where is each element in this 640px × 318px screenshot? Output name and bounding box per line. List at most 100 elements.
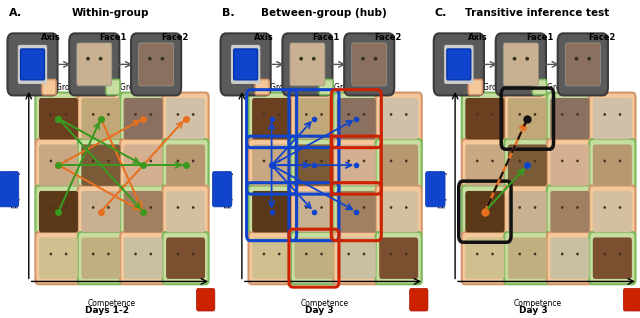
Ellipse shape bbox=[134, 160, 137, 162]
FancyBboxPatch shape bbox=[166, 144, 205, 186]
FancyBboxPatch shape bbox=[547, 139, 593, 191]
Ellipse shape bbox=[492, 252, 494, 255]
Ellipse shape bbox=[262, 252, 265, 255]
FancyBboxPatch shape bbox=[376, 185, 422, 238]
Text: Between-group (hub): Between-group (hub) bbox=[261, 8, 387, 18]
FancyBboxPatch shape bbox=[504, 185, 550, 238]
FancyBboxPatch shape bbox=[376, 139, 422, 191]
FancyBboxPatch shape bbox=[139, 43, 173, 86]
Ellipse shape bbox=[534, 206, 536, 209]
FancyBboxPatch shape bbox=[282, 33, 332, 95]
FancyBboxPatch shape bbox=[589, 232, 636, 284]
FancyBboxPatch shape bbox=[593, 238, 632, 279]
FancyBboxPatch shape bbox=[18, 45, 47, 84]
Ellipse shape bbox=[320, 252, 323, 255]
Text: Day 3: Day 3 bbox=[305, 306, 334, 315]
Ellipse shape bbox=[92, 206, 95, 209]
FancyBboxPatch shape bbox=[196, 288, 215, 311]
FancyBboxPatch shape bbox=[35, 93, 81, 145]
Text: Popularity: Popularity bbox=[438, 169, 447, 208]
FancyBboxPatch shape bbox=[163, 93, 209, 145]
Ellipse shape bbox=[177, 160, 179, 162]
FancyBboxPatch shape bbox=[166, 238, 205, 279]
Text: Competence: Competence bbox=[87, 299, 136, 308]
FancyBboxPatch shape bbox=[461, 139, 508, 191]
Text: B.: B. bbox=[221, 8, 234, 18]
Ellipse shape bbox=[604, 252, 606, 255]
Ellipse shape bbox=[150, 113, 152, 116]
FancyBboxPatch shape bbox=[81, 144, 120, 186]
Ellipse shape bbox=[177, 113, 179, 116]
FancyBboxPatch shape bbox=[163, 139, 209, 191]
Ellipse shape bbox=[49, 113, 52, 116]
Text: Competence: Competence bbox=[514, 299, 562, 308]
FancyBboxPatch shape bbox=[166, 191, 205, 232]
FancyBboxPatch shape bbox=[547, 93, 593, 145]
Ellipse shape bbox=[192, 160, 195, 162]
FancyBboxPatch shape bbox=[294, 144, 333, 186]
FancyBboxPatch shape bbox=[42, 80, 56, 95]
FancyBboxPatch shape bbox=[589, 185, 636, 238]
Ellipse shape bbox=[320, 113, 323, 116]
FancyBboxPatch shape bbox=[550, 238, 589, 279]
Ellipse shape bbox=[278, 113, 280, 116]
FancyBboxPatch shape bbox=[550, 144, 589, 186]
FancyBboxPatch shape bbox=[231, 45, 260, 84]
Ellipse shape bbox=[363, 160, 365, 162]
Ellipse shape bbox=[305, 113, 308, 116]
Ellipse shape bbox=[49, 160, 52, 162]
Ellipse shape bbox=[107, 252, 110, 255]
Text: Axis: Axis bbox=[254, 33, 274, 42]
Ellipse shape bbox=[65, 206, 67, 209]
FancyBboxPatch shape bbox=[294, 238, 333, 279]
FancyBboxPatch shape bbox=[376, 232, 422, 284]
FancyBboxPatch shape bbox=[120, 185, 166, 238]
FancyBboxPatch shape bbox=[333, 93, 380, 145]
Ellipse shape bbox=[604, 113, 606, 116]
FancyBboxPatch shape bbox=[124, 191, 163, 232]
FancyBboxPatch shape bbox=[465, 98, 504, 139]
Ellipse shape bbox=[363, 206, 365, 209]
Ellipse shape bbox=[305, 160, 308, 162]
Ellipse shape bbox=[134, 252, 137, 255]
Ellipse shape bbox=[374, 57, 378, 61]
Text: Face1: Face1 bbox=[312, 33, 340, 42]
Ellipse shape bbox=[619, 160, 621, 162]
Ellipse shape bbox=[604, 160, 606, 162]
FancyBboxPatch shape bbox=[35, 232, 81, 284]
FancyBboxPatch shape bbox=[106, 80, 120, 95]
Ellipse shape bbox=[619, 113, 621, 116]
Ellipse shape bbox=[476, 113, 479, 116]
Ellipse shape bbox=[619, 252, 621, 255]
FancyBboxPatch shape bbox=[291, 185, 337, 238]
FancyBboxPatch shape bbox=[319, 80, 333, 95]
Ellipse shape bbox=[65, 160, 67, 162]
Ellipse shape bbox=[107, 160, 110, 162]
FancyBboxPatch shape bbox=[77, 185, 124, 238]
FancyBboxPatch shape bbox=[81, 238, 120, 279]
Ellipse shape bbox=[348, 160, 350, 162]
Ellipse shape bbox=[49, 252, 52, 255]
FancyBboxPatch shape bbox=[589, 93, 636, 145]
Ellipse shape bbox=[518, 206, 521, 209]
FancyBboxPatch shape bbox=[291, 139, 337, 191]
FancyBboxPatch shape bbox=[120, 139, 166, 191]
FancyBboxPatch shape bbox=[589, 139, 636, 191]
FancyBboxPatch shape bbox=[294, 98, 333, 139]
Ellipse shape bbox=[192, 252, 195, 255]
Ellipse shape bbox=[65, 252, 67, 255]
Ellipse shape bbox=[492, 206, 494, 209]
Ellipse shape bbox=[576, 113, 579, 116]
Ellipse shape bbox=[576, 206, 579, 209]
FancyBboxPatch shape bbox=[291, 232, 337, 284]
Text: Popularity: Popularity bbox=[225, 169, 234, 208]
Ellipse shape bbox=[492, 160, 494, 162]
FancyBboxPatch shape bbox=[508, 191, 547, 232]
Ellipse shape bbox=[348, 206, 350, 209]
FancyBboxPatch shape bbox=[337, 191, 376, 232]
Ellipse shape bbox=[476, 252, 479, 255]
Ellipse shape bbox=[604, 206, 606, 209]
Ellipse shape bbox=[99, 57, 102, 61]
FancyBboxPatch shape bbox=[290, 43, 325, 86]
Ellipse shape bbox=[534, 113, 536, 116]
